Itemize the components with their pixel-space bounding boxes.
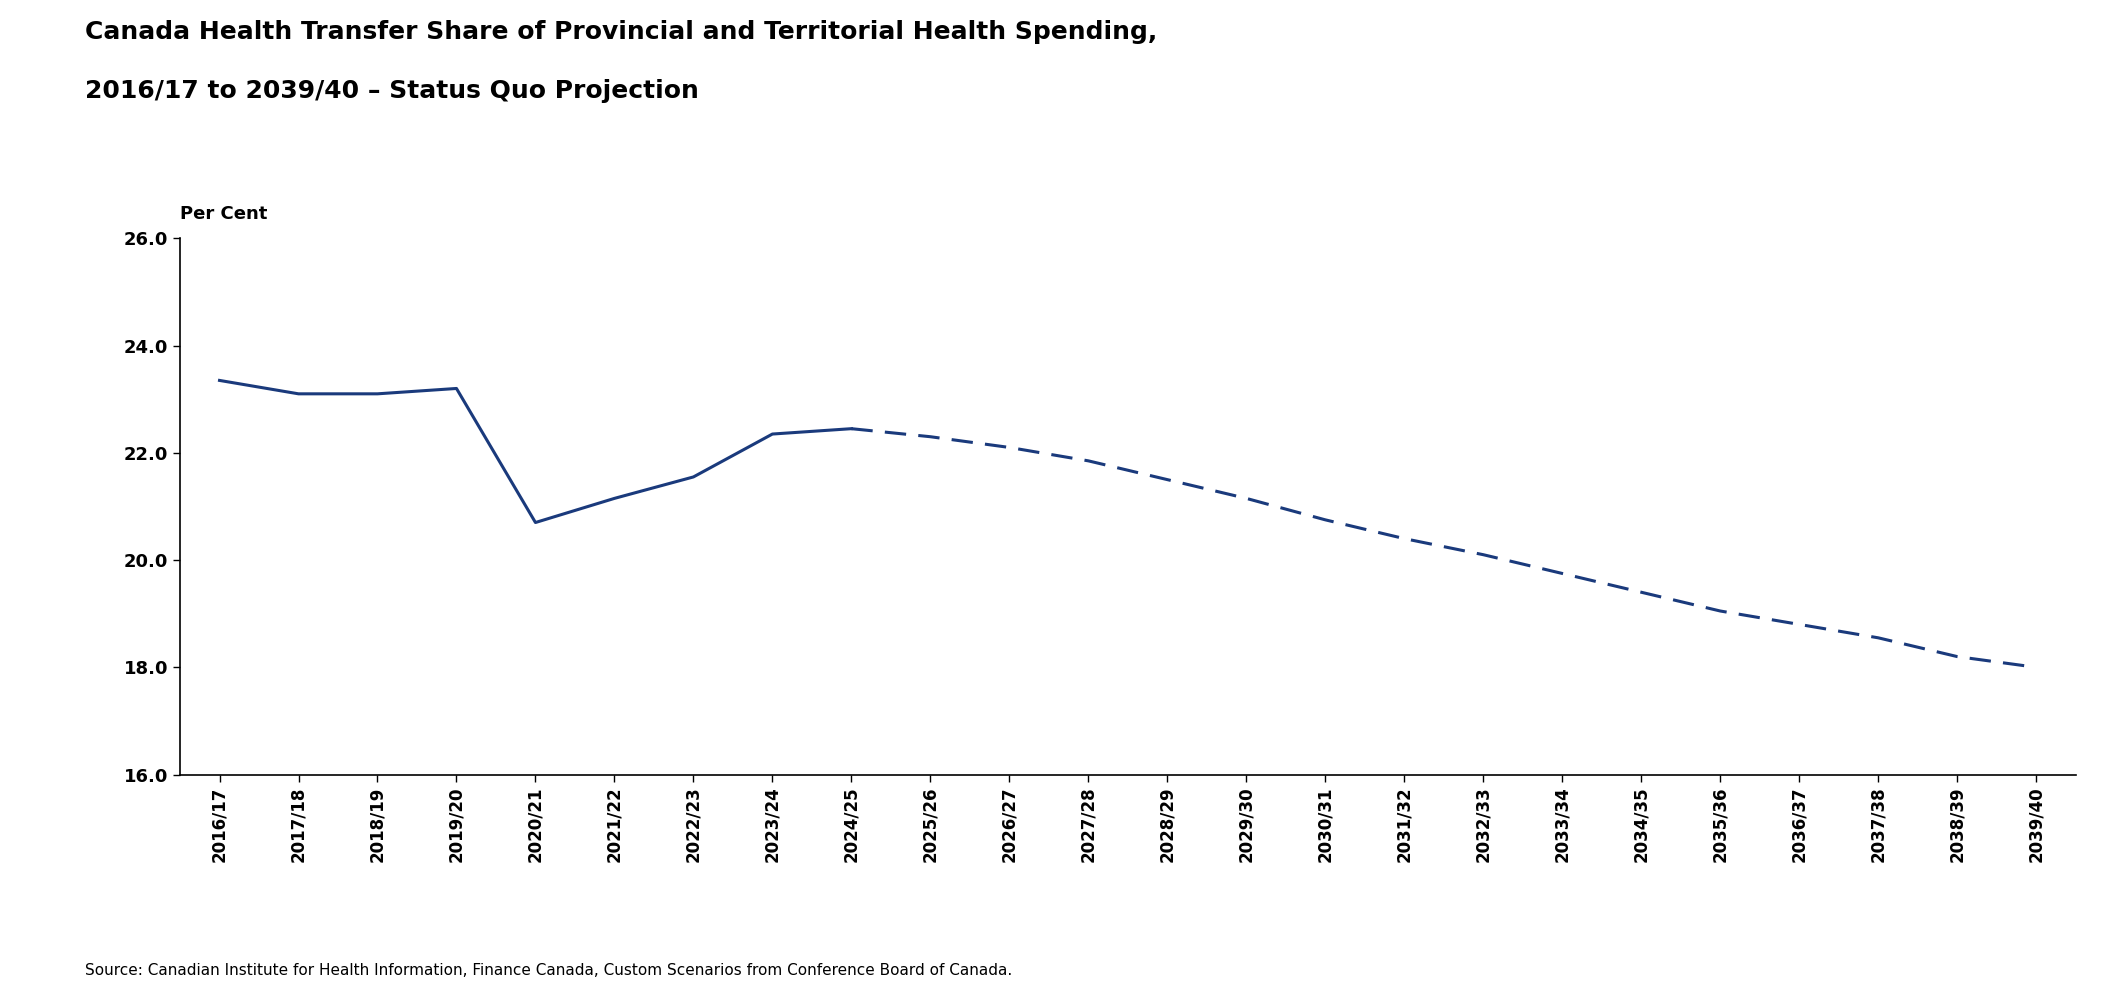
Text: Per Cent: Per Cent (180, 206, 267, 223)
Text: Canada Health Transfer Share of Provincial and Territorial Health Spending,: Canada Health Transfer Share of Provinci… (85, 20, 1156, 44)
Text: 2016/17 to 2039/40 – Status Quo Projection: 2016/17 to 2039/40 – Status Quo Projecti… (85, 79, 699, 103)
Text: Source: Canadian Institute for Health Information, Finance Canada, Custom Scenar: Source: Canadian Institute for Health In… (85, 963, 1012, 978)
